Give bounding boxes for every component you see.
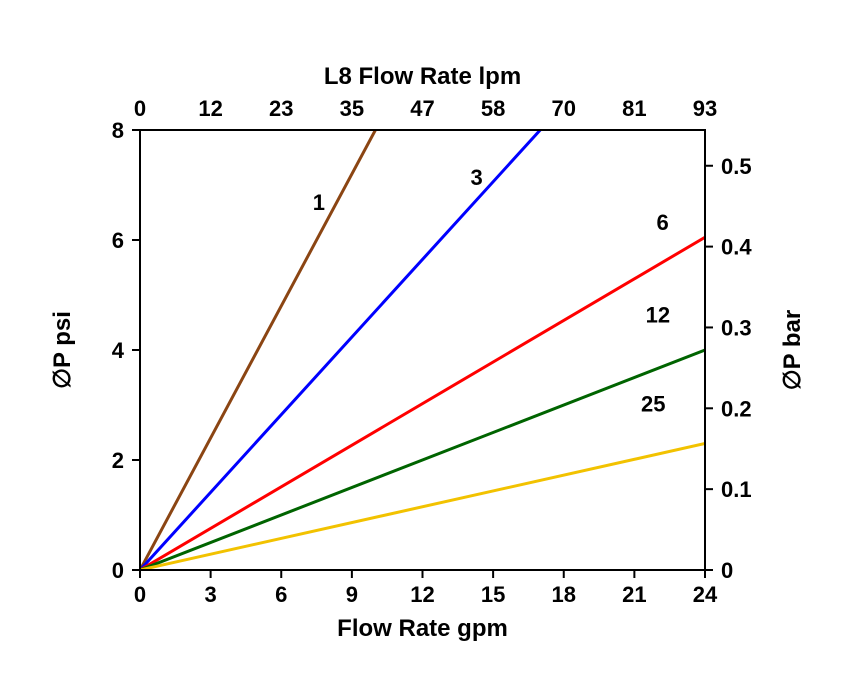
pressure-flow-chart: 03691215182124Flow Rate gpm0122335475870… bbox=[0, 0, 866, 694]
xt-tick-label: 70 bbox=[552, 96, 576, 121]
series-label-6: 6 bbox=[657, 210, 669, 235]
yr-tick-label: 0.3 bbox=[721, 315, 752, 340]
xt-tick-label: 35 bbox=[340, 96, 364, 121]
xt-tick-label: 23 bbox=[269, 96, 293, 121]
x-bottom-title: Flow Rate gpm bbox=[337, 615, 508, 642]
xb-tick-label: 0 bbox=[134, 582, 146, 607]
xb-tick-label: 18 bbox=[552, 582, 576, 607]
yr-tick-label: 0.2 bbox=[721, 396, 752, 421]
yr-tick-label: 0 bbox=[721, 558, 733, 583]
xb-tick-label: 6 bbox=[275, 582, 287, 607]
series-label-3: 3 bbox=[471, 165, 483, 190]
y-left-title: ∅P psi bbox=[49, 311, 76, 389]
x-top-title: L8 Flow Rate lpm bbox=[324, 63, 521, 90]
xt-tick-label: 81 bbox=[622, 96, 646, 121]
series-label-25: 25 bbox=[641, 392, 665, 417]
xb-tick-label: 3 bbox=[205, 582, 217, 607]
xb-tick-label: 9 bbox=[346, 582, 358, 607]
yr-tick-label: 0.5 bbox=[721, 154, 752, 179]
xb-tick-label: 24 bbox=[693, 582, 718, 607]
yr-tick-label: 0.1 bbox=[721, 477, 752, 502]
y-right-title: ∅P bar bbox=[779, 310, 806, 391]
yl-tick-label: 6 bbox=[112, 228, 124, 253]
yl-tick-label: 0 bbox=[112, 558, 124, 583]
yl-tick-label: 8 bbox=[112, 118, 124, 143]
xb-tick-label: 21 bbox=[622, 582, 646, 607]
xt-tick-label: 93 bbox=[693, 96, 717, 121]
xt-tick-label: 58 bbox=[481, 96, 505, 121]
yl-tick-label: 2 bbox=[112, 448, 124, 473]
chart-svg: 03691215182124Flow Rate gpm0122335475870… bbox=[0, 0, 866, 694]
series-label-1: 1 bbox=[313, 190, 325, 215]
xt-tick-label: 0 bbox=[134, 96, 146, 121]
xb-tick-label: 12 bbox=[410, 582, 434, 607]
xt-tick-label: 12 bbox=[198, 96, 222, 121]
yl-tick-label: 4 bbox=[112, 338, 125, 363]
series-label-12: 12 bbox=[646, 303, 670, 328]
xt-tick-label: 47 bbox=[410, 96, 434, 121]
xb-tick-label: 15 bbox=[481, 582, 505, 607]
yr-tick-label: 0.4 bbox=[721, 235, 752, 260]
